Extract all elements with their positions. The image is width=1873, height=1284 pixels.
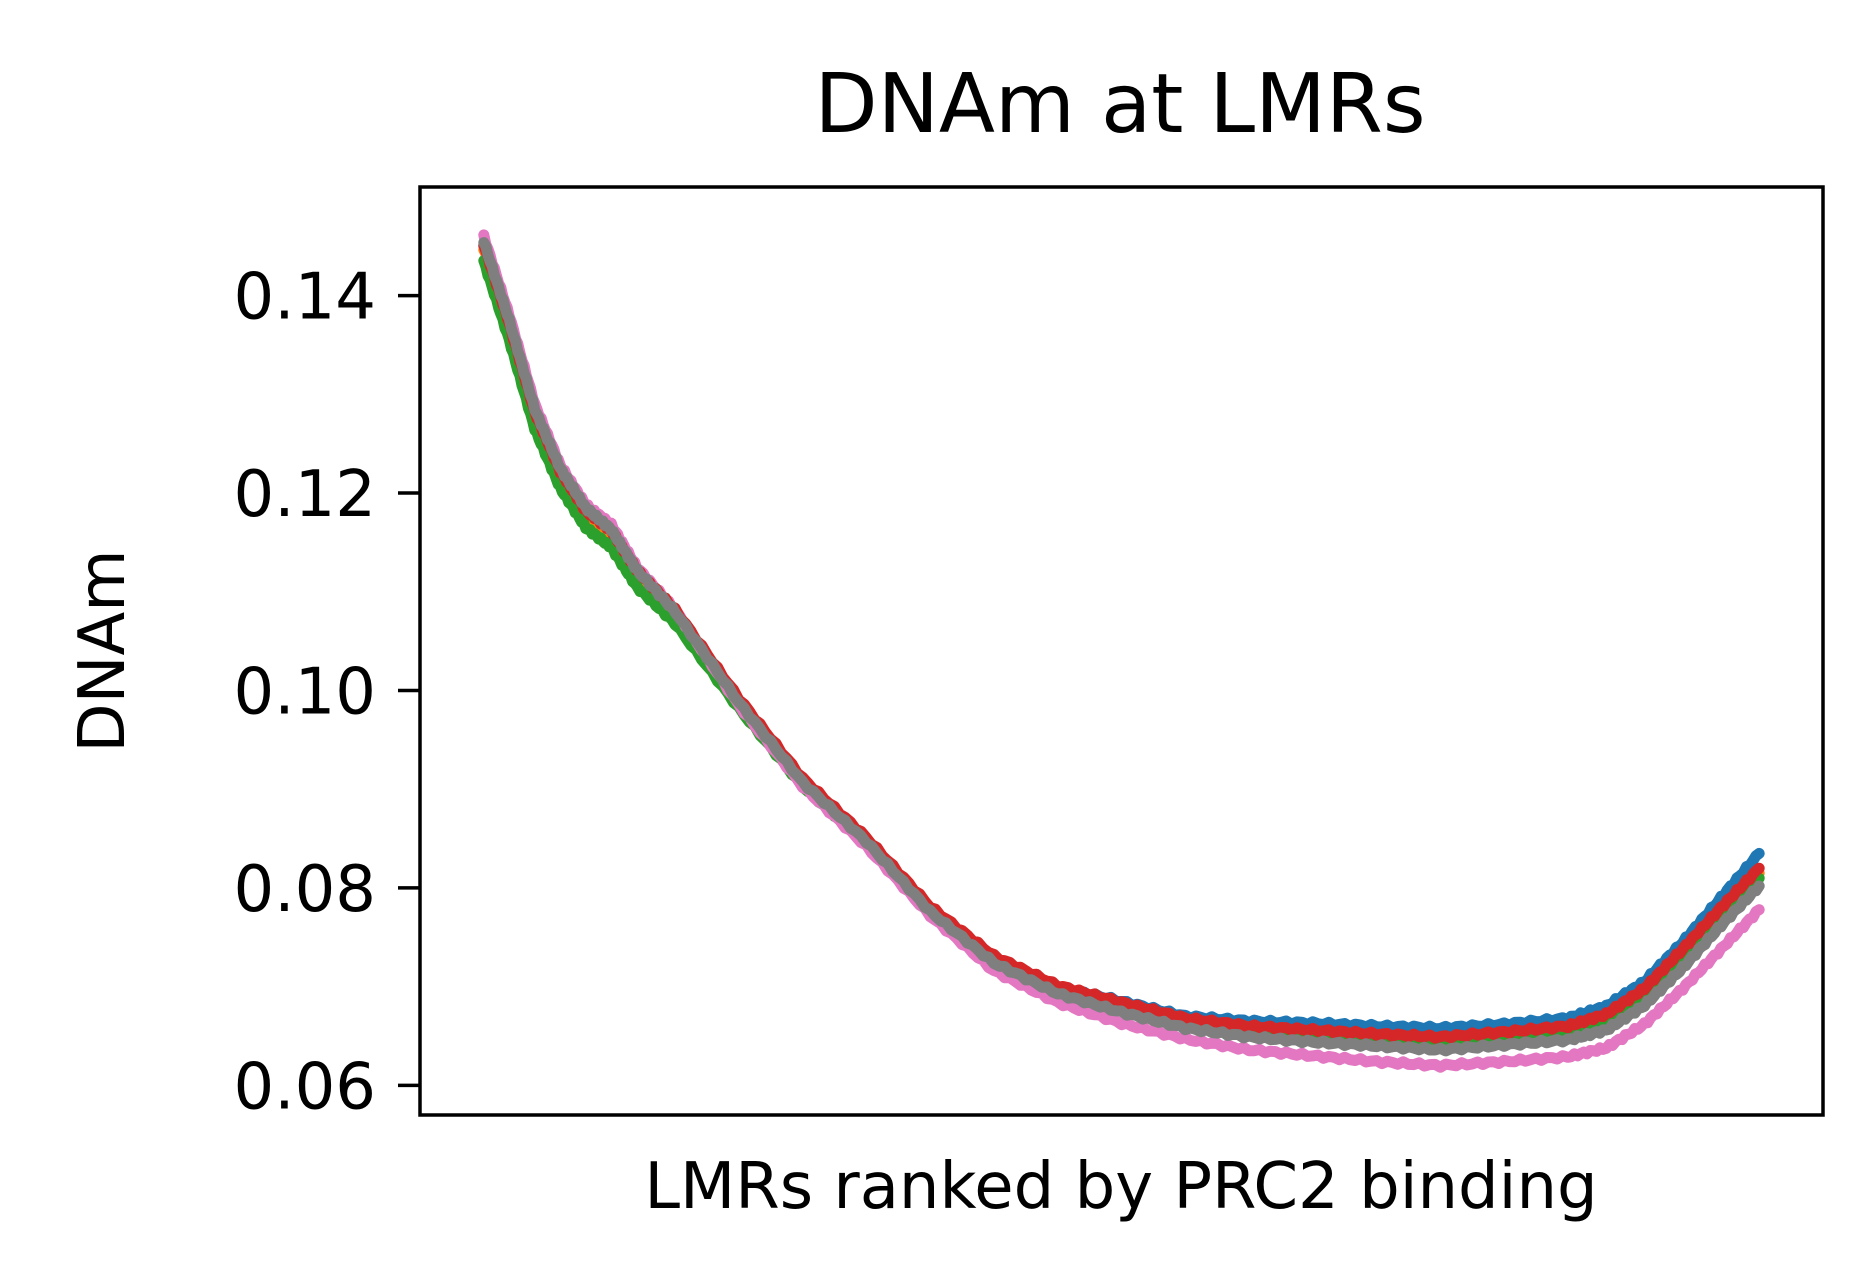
series-layer	[478, 229, 1765, 1073]
plot-frame	[418, 185, 1825, 1117]
y-tick-label: 0.10	[234, 655, 377, 729]
series-line	[478, 239, 1765, 1044]
series-line	[478, 237, 1765, 1057]
series-line	[478, 240, 1765, 1035]
y-tick-label: 0.06	[234, 1050, 377, 1124]
series-line	[478, 244, 1765, 1048]
y-tick-label: 0.08	[234, 853, 377, 927]
y-axis-label: DNAm	[66, 549, 140, 752]
y-tick-label: 0.12	[234, 458, 377, 532]
series-line	[478, 229, 1765, 1073]
y-axis: 0.06 0.08 0.10 0.12 0.14	[234, 261, 420, 1124]
y-tick-label: 0.14	[234, 261, 377, 335]
chart-title: DNAm at LMRs	[814, 57, 1425, 152]
series-line	[478, 255, 1765, 1053]
x-axis-label: LMRs ranked by PRC2 binding	[644, 1150, 1597, 1224]
